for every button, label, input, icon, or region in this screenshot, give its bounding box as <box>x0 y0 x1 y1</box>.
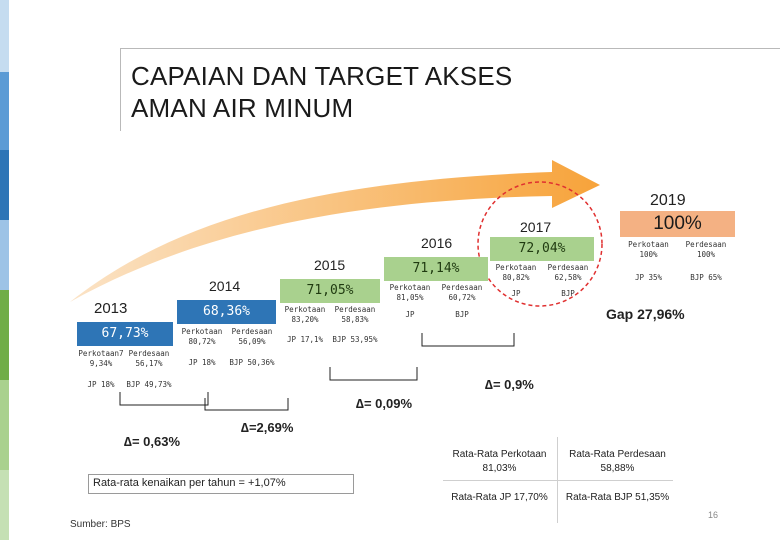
avg-perkotaan: Rata-Rata Perkotaan 81,03% <box>452 449 547 474</box>
avg-perdesaan: Rata-Rata Perdesaan 58,88% <box>569 449 666 474</box>
total-2017: 72,04% <box>490 237 594 261</box>
perkotaan-2019: Perkotaan 100% <box>628 240 669 259</box>
year-2016: 2016 <box>421 235 453 251</box>
stripe-segment <box>0 290 9 380</box>
highlight-circle <box>477 181 603 307</box>
perdesaan-2019: Perdesaan 100% <box>685 240 727 259</box>
annual-rate-box <box>88 474 354 494</box>
jp-2013: JP 18% <box>87 380 115 389</box>
total-2016: 71,14% <box>384 257 488 281</box>
delta-2014-2015: ∆=2,69% <box>241 420 294 435</box>
stripe-segment <box>0 380 9 470</box>
perdesaan-2015: Perdesaan 58,83% <box>334 305 376 324</box>
page-number: 16 <box>708 510 719 520</box>
delta-2013-2014: ∆= 0,63% <box>124 434 181 449</box>
page-title: CAPAIAN DAN TARGET AKSES AMAN AIR MINUM <box>131 61 513 123</box>
gap-label: Gap 27,96% <box>606 306 685 322</box>
year-2019: 2019 <box>650 192 686 209</box>
source-note: Sumber: BPS <box>70 519 131 530</box>
perkotaan-2013: Perkotaan7 9,34% <box>78 349 124 368</box>
delta-2016-2017: ∆= 0,9% <box>485 377 534 392</box>
total-2015: 71,05% <box>280 279 380 303</box>
total-2013: 67,73% <box>77 322 173 346</box>
jp-2019: JP 35% <box>634 273 663 282</box>
stripe-segment <box>0 150 9 220</box>
perkotaan-2016: Perkotaan 81,05% <box>389 283 431 302</box>
perdesaan-2013: Perdesaan 56,17% <box>128 349 170 368</box>
jp-2017: JP <box>511 289 521 298</box>
avg-divider <box>443 480 673 481</box>
perkotaan-2017: Perkotaan 80,82% <box>495 263 537 282</box>
year-2014: 2014 <box>209 278 241 294</box>
bjp-2015: BJP 53,95% <box>332 335 378 344</box>
bjp-2014: BJP 50,36% <box>229 358 275 367</box>
bjp-2017: BJP <box>561 289 575 298</box>
year-2015: 2015 <box>314 257 346 273</box>
jp-2014: JP 18% <box>188 358 216 367</box>
stripe-segment <box>0 220 9 290</box>
title-frame <box>120 48 780 131</box>
perdesaan-2016: Perdesaan 60,72% <box>441 283 483 302</box>
total-2014: 68,36% <box>177 300 276 324</box>
stripe-segment <box>0 0 9 72</box>
total-2019: 100% <box>620 211 735 237</box>
delta-2015-2016: ∆= 0,09% <box>356 396 413 411</box>
annual-rate-text: Rata-rata kenaikan per tahun = +1,07% <box>93 477 286 489</box>
bjp-2016: BJP <box>455 310 469 319</box>
perdesaan-2014: Perdesaan 56,09% <box>231 327 273 346</box>
jp-2016: JP <box>405 310 415 319</box>
stripe-segment <box>0 72 9 150</box>
bjp-2019: BJP 65% <box>690 273 722 282</box>
avg-bjp: Rata-Rata BJP 51,35% <box>565 492 670 503</box>
avg-jp: Rata-Rata JP 17,70% <box>451 492 548 503</box>
perkotaan-2015: Perkotaan 83,20% <box>284 305 326 324</box>
bjp-2013: BJP 49,73% <box>126 380 172 389</box>
year-2013: 2013 <box>94 300 128 317</box>
perkotaan-2014: Perkotaan 80,72% <box>181 327 223 346</box>
perdesaan-2017: Perdesaan 62,58% <box>547 263 589 282</box>
year-2017: 2017 <box>520 219 552 235</box>
stripe-segment <box>0 470 9 540</box>
jp-2015: JP 17,1% <box>286 335 324 344</box>
